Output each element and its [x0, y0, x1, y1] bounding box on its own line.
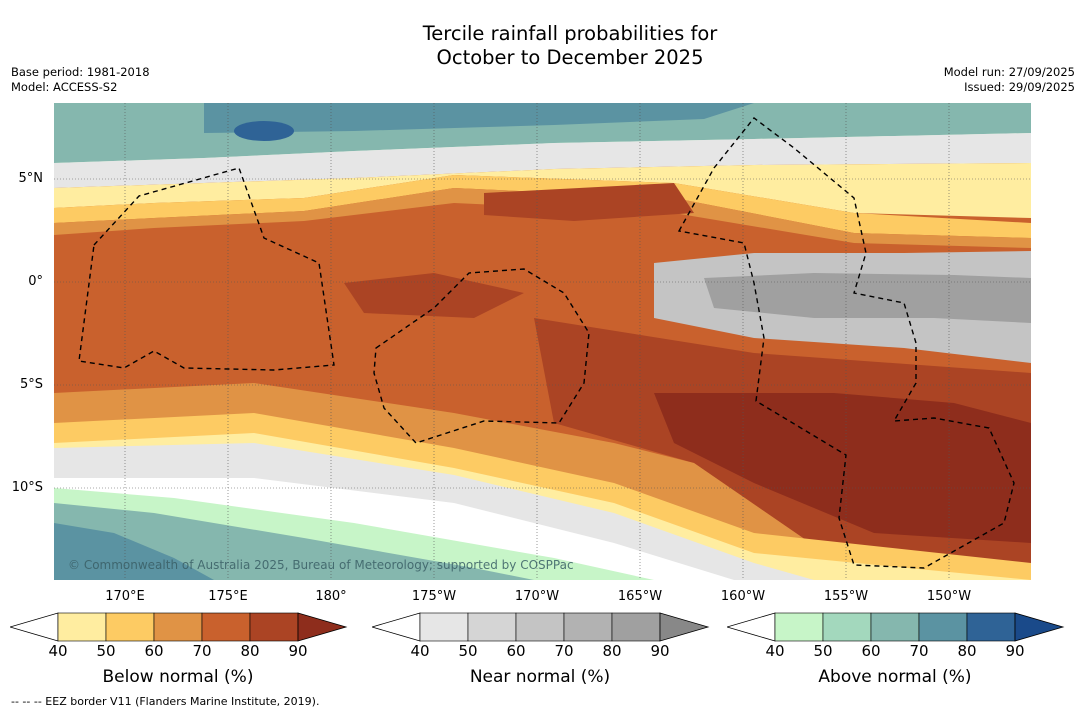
cbar-below-tick: 50	[96, 642, 116, 660]
lon-label-170w: 170°W	[514, 589, 560, 604]
cbar-near-tick: 40	[410, 642, 430, 660]
colorbar-segment	[918, 612, 968, 642]
cbar-below-tick: 80	[240, 642, 260, 660]
above-north-core	[234, 121, 294, 141]
lon-label-165w: 165°W	[617, 589, 663, 604]
base-period: Base period: 1981-2018	[11, 65, 150, 79]
cbar-below-label: Below normal (%)	[102, 667, 254, 687]
eez-borders	[78, 117, 1015, 569]
cbar-below-over	[297, 612, 348, 642]
cbar-above-over	[1014, 612, 1065, 642]
cbar-above-tick: 50	[813, 642, 833, 660]
band-above-south-dark	[54, 523, 214, 580]
colorbar-segment	[515, 612, 565, 642]
chart-title: Tercile rainfall probabilities for Octob…	[0, 22, 1085, 70]
cbar-above-tick: 80	[957, 642, 977, 660]
lon-label-160w: 160°W	[720, 589, 766, 604]
colorbar-segment	[201, 612, 251, 642]
band-above-north-dark	[204, 103, 754, 133]
cbar-above-tick: 70	[909, 642, 929, 660]
eez-east	[677, 117, 1015, 569]
lon-label-155w: 155°W	[823, 589, 869, 604]
cbar-below-under	[10, 612, 59, 642]
colorbar-segment	[611, 612, 661, 642]
graticule	[54, 103, 1031, 580]
cbar-below-tick: 70	[192, 642, 212, 660]
lat-label-0: 0°	[28, 274, 43, 289]
model-run: Model run: 27/09/2025	[943, 65, 1075, 79]
cbar-above-label: Above normal (%)	[818, 667, 972, 687]
colorbar-segment	[774, 612, 824, 642]
cbar-near-tick: 70	[554, 642, 574, 660]
lon-label-175w: 175°W	[411, 589, 457, 604]
cbar-above-tick: 60	[861, 642, 881, 660]
cbar-below-tick: 60	[144, 642, 164, 660]
model-name: Model: ACCESS-S2	[11, 79, 118, 94]
band-near-north	[54, 133, 1031, 188]
cbar-below-segments	[57, 612, 299, 642]
colorbar-segment	[153, 612, 203, 642]
colorbar-segment	[563, 612, 613, 642]
colorbar-near-normal	[372, 612, 710, 642]
colorbar-above-normal	[727, 612, 1065, 642]
colorbar-segment	[249, 612, 299, 642]
meta-left: Base period: 1981-2018 Model: ACCESS-S2	[11, 65, 150, 94]
cbar-above-under	[727, 612, 776, 642]
colorbar-segment	[57, 612, 107, 642]
cbar-near-label: Near normal (%)	[469, 667, 611, 687]
colorbar-segment	[966, 612, 1016, 642]
cbar-near-under	[372, 612, 421, 642]
cbar-near-tick: 50	[458, 642, 478, 660]
lat-label-5s: 5°S	[19, 377, 43, 392]
lon-label-170e: 170°E	[105, 589, 145, 604]
meta-right: Model run: 27/09/2025 Issued: 29/09/2025	[944, 65, 1075, 94]
colorbar-segment	[419, 612, 469, 642]
cbar-near-tick: 90	[650, 642, 670, 660]
eez-central	[373, 268, 590, 444]
cbar-below-tick: 40	[48, 642, 68, 660]
lat-label-10s: 10°S	[11, 480, 43, 495]
copyright-notice: © Commonwealth of Australia 2025, Bureau…	[68, 558, 574, 572]
cbar-above-tick: 90	[1005, 642, 1025, 660]
lon-label-180: 180°	[315, 589, 347, 604]
issued-date: Issued: 29/09/2025	[964, 79, 1075, 94]
band-below-north-light	[54, 163, 1031, 218]
below-southeast-core	[654, 393, 1031, 543]
title-line-2: October to December 2025	[436, 46, 704, 69]
colorbar-segment	[870, 612, 920, 642]
lat-label-5n: 5°N	[18, 171, 44, 186]
title-line-1: Tercile rainfall probabilities for	[422, 22, 718, 45]
footnote-eez: -- -- -- EEZ border V11 (Flanders Marine…	[11, 695, 320, 708]
map-canvas	[54, 103, 1031, 580]
rainfall-map[interactable]	[54, 103, 1031, 580]
lon-label-175e: 175°E	[208, 589, 248, 604]
lon-label-150w: 150°W	[926, 589, 972, 604]
cbar-above-tick: 40	[765, 642, 785, 660]
cbar-near-tick: 60	[506, 642, 526, 660]
below-north-core	[484, 183, 694, 221]
cbar-near-segments	[419, 612, 661, 642]
cbar-near-over	[659, 612, 710, 642]
colorbar-below-normal	[10, 612, 348, 642]
cbar-near-tick: 80	[602, 642, 622, 660]
cbar-below-tick: 90	[288, 642, 308, 660]
colorbar-segment	[105, 612, 155, 642]
colorbar-segment	[467, 612, 517, 642]
colorbar-segment	[822, 612, 872, 642]
eez-west	[78, 167, 335, 371]
cbar-above-segments	[774, 612, 1016, 642]
band-below-north-mid	[54, 175, 1031, 238]
